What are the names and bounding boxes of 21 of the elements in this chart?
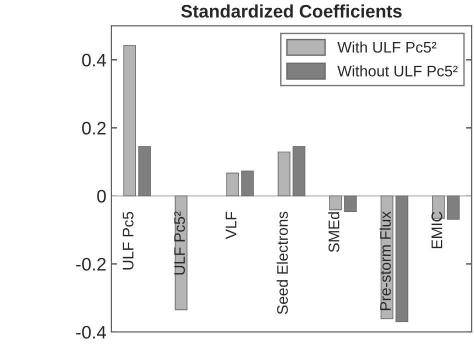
- bar: [138, 146, 151, 196]
- legend-label: With ULF Pc5²: [337, 41, 436, 53]
- bar: [344, 195, 357, 212]
- y-tick-label: 0.2: [82, 122, 106, 135]
- bar: [292, 146, 306, 196]
- bar: [241, 170, 254, 196]
- y-tick-label: 0: [97, 190, 106, 203]
- x-tick-label: ULF Pc5²: [174, 211, 185, 275]
- x-tick-label: VLF: [226, 212, 236, 240]
- bar: [396, 195, 408, 322]
- x-tick-label: Pre-storm Flux: [380, 211, 391, 310]
- y-tick-label: 0.4: [82, 54, 106, 67]
- x-tick-label: SMEd: [328, 212, 340, 252]
- legend-label: Without ULF Pc5²: [337, 65, 458, 76]
- x-tick-label: ULF Pc5: [122, 212, 134, 270]
- chart-title: Standardized Coefficients: [181, 4, 402, 18]
- x-tick-label: EMIC: [431, 212, 442, 248]
- x-tick-label: Seed Electrons: [276, 212, 288, 314]
- y-tick-label: -0.4: [76, 326, 106, 339]
- bar: [447, 195, 460, 220]
- y-tick-label: -0.2: [76, 258, 106, 271]
